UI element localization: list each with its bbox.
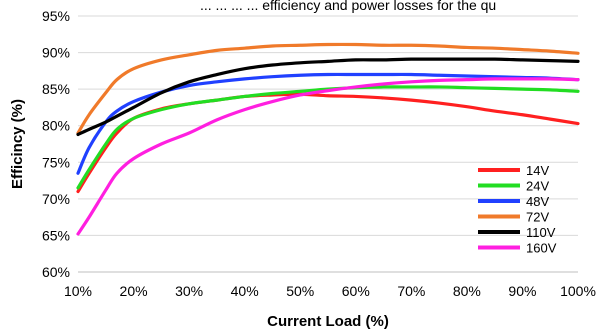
y-tick-label: 70%: [42, 191, 70, 207]
y-tick-label: 80%: [42, 118, 70, 134]
axes: 60% 65% 70% 75% 80% 85% 90% 95% 10% 20% 30% 40% 50% 6…: [42, 8, 596, 299]
y-tick-label: 85%: [42, 81, 70, 97]
x-tick-label: 10%: [64, 283, 92, 299]
series-line-48v: [76, 72, 580, 175]
series-line-160v: [76, 77, 580, 236]
caption-fragment: ... ... ... ... efficiency and power los…: [200, 0, 496, 13]
series-line-24v: [76, 85, 580, 190]
x-tick-label: 20%: [120, 283, 148, 299]
y-tick-label: 95%: [42, 8, 70, 24]
series-line-72v: [76, 42, 580, 135]
series-lines: [76, 42, 580, 236]
x-tick-label: 80%: [453, 283, 481, 299]
legend-label-48v: 48V: [526, 194, 549, 209]
x-tick-label: 50%: [286, 283, 314, 299]
y-tick-label: 60%: [42, 264, 70, 280]
legend-label-24v: 24V: [526, 179, 549, 194]
legend-label-160v: 160V: [526, 241, 557, 256]
y-axis-title: Efficincy (%): [9, 99, 26, 189]
x-tick-label: 90%: [508, 283, 536, 299]
legend-label-14v: 14V: [526, 163, 549, 178]
x-tick-label: 40%: [231, 283, 259, 299]
legend-label-110v: 110V: [526, 225, 556, 240]
series-line-110v: [76, 57, 580, 137]
x-tick-label: 60%: [342, 283, 370, 299]
y-tick-label: 90%: [42, 45, 70, 61]
x-tick-label: 100%: [560, 283, 596, 299]
y-tick-label: 75%: [42, 154, 70, 170]
x-tick-label: 70%: [397, 283, 425, 299]
series-line-14v: [76, 92, 580, 194]
legend-label-72v: 72V: [526, 210, 549, 225]
y-tick-label: 65%: [42, 227, 70, 243]
x-axis-title: Current Load (%): [267, 313, 389, 330]
x-tick-label: 30%: [175, 283, 203, 299]
